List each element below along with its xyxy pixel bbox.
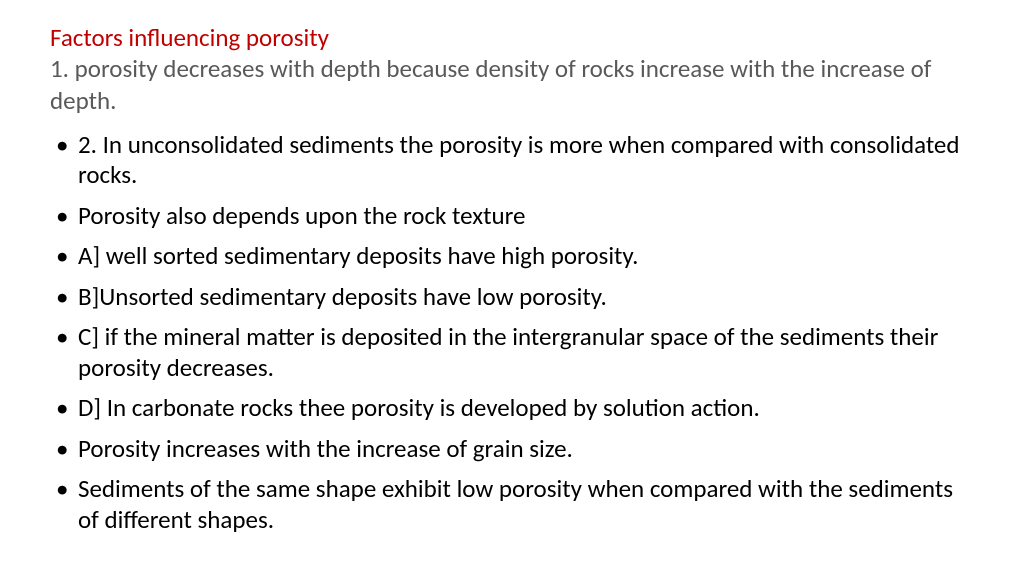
list-item: Sediments of the same shape exhibit low …: [50, 474, 974, 535]
list-item: C] if the mineral matter is deposited in…: [50, 322, 974, 383]
slide-title: Factors influencing porosity: [50, 22, 329, 53]
slide-heading: Factors influencing porosity 1. porosity…: [50, 22, 974, 116]
list-item: 2. In unconsolidated sediments the poros…: [50, 130, 974, 191]
list-item: D] In carbonate rocks thee porosity is d…: [50, 393, 974, 424]
list-item: Porosity also depends upon the rock text…: [50, 201, 974, 232]
slide: Factors influencing porosity 1. porosity…: [0, 0, 1024, 576]
bullet-list: 2. In unconsolidated sediments the poros…: [50, 130, 974, 536]
slide-subtitle: 1. porosity decreases with depth because…: [50, 53, 931, 115]
list-item: B]Unsorted sedimentary deposits have low…: [50, 282, 974, 313]
list-item: Porosity increases with the increase of …: [50, 434, 974, 465]
list-item: A] well sorted sedimentary deposits have…: [50, 241, 974, 272]
